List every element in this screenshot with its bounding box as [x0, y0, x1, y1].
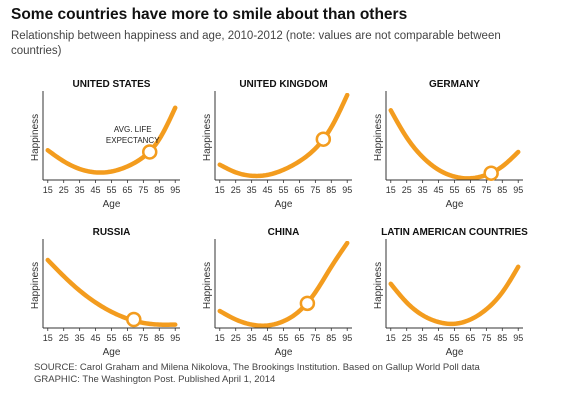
x-tick-label: 15 — [43, 333, 53, 343]
x-tick-label: 45 — [91, 333, 101, 343]
x-tick-label: 15 — [43, 185, 53, 195]
x-tick-label: 95 — [170, 185, 180, 195]
annotation-text: AVG. LIFE — [114, 125, 152, 134]
y-axis-label: Happiness — [202, 114, 213, 161]
y-axis-label: Happiness — [373, 114, 384, 161]
x-tick-label: 95 — [342, 333, 352, 343]
x-tick-label: 75 — [481, 333, 491, 343]
source-note: SOURCE: Carol Graham and Milena Nikolova… — [34, 362, 480, 386]
x-axis-label: Age — [103, 347, 121, 358]
x-tick-label: 65 — [122, 185, 132, 195]
x-tick-label: 55 — [278, 333, 288, 343]
x-tick-label: 15 — [215, 185, 225, 195]
chart-panel-5: CHINA Happiness 15 25 35 45 55 65 75 85 95 Age — [202, 227, 352, 358]
source-line-1: SOURCE: Carol Graham and Milena Nikolova… — [34, 362, 480, 373]
x-tick-label: 45 — [263, 185, 273, 195]
x-axis-label: Age — [446, 199, 464, 210]
x-tick-label: 25 — [231, 333, 241, 343]
x-tick-label: 65 — [465, 333, 475, 343]
x-tick-label: 25 — [402, 185, 412, 195]
x-tick-label: 55 — [449, 333, 459, 343]
x-tick-label: 85 — [497, 185, 507, 195]
x-tick-label: 65 — [122, 333, 132, 343]
panel-title: CHINA — [268, 227, 300, 238]
chart-panel-6: LATIN AMERICAN COUNTRIES Happiness 15 25 35 4… — [373, 227, 528, 358]
chart-panel-2: UNITED KINGDOM Happiness 15 25 35 45 55 65 75 85 9… — [202, 79, 352, 210]
happiness-curve — [45, 257, 178, 327]
x-tick-label: 55 — [106, 185, 116, 195]
x-tick-label: 65 — [465, 185, 475, 195]
chart-panel-4: RUSSIA Happiness 15 25 35 45 55 65 75 85 95 Age — [30, 227, 180, 358]
x-tick-label: 75 — [138, 185, 148, 195]
x-tick-label: 35 — [418, 185, 428, 195]
x-tick-label: 75 — [310, 333, 320, 343]
life-expectancy-marker — [315, 131, 332, 147]
x-tick-label: 95 — [513, 185, 523, 195]
x-axis-label: Age — [275, 199, 293, 210]
page-title: Some countries have more to smile about … — [11, 6, 408, 23]
x-axis-label: Age — [275, 347, 293, 358]
x-tick-label: 85 — [154, 185, 164, 195]
panel-title: GERMANY — [429, 79, 480, 90]
y-axis-label: Happiness — [373, 262, 384, 309]
life-expectancy-marker — [483, 165, 499, 181]
x-tick-label: 35 — [418, 333, 428, 343]
x-tick-label: 15 — [386, 333, 396, 343]
x-tick-label: 45 — [434, 185, 444, 195]
x-tick-label: 25 — [402, 333, 412, 343]
chart-panel-3: GERMANY Happiness 15 25 35 45 55 65 75 85 95 Age — [373, 79, 523, 210]
x-tick-label: 65 — [294, 185, 304, 195]
happiness-curve — [388, 264, 521, 327]
x-tick-label: 85 — [326, 185, 336, 195]
x-tick-label: 85 — [326, 333, 336, 343]
x-tick-label: 25 — [231, 185, 241, 195]
x-tick-label: 45 — [434, 333, 444, 343]
x-tick-label: 75 — [481, 185, 491, 195]
x-tick-label: 35 — [247, 185, 257, 195]
x-tick-label: 25 — [59, 333, 69, 343]
page-subtitle: Relationship between happiness and age, … — [11, 30, 501, 57]
x-tick-label: 25 — [59, 185, 69, 195]
y-axis-label: Happiness — [30, 114, 41, 161]
panel-title: RUSSIA — [93, 227, 131, 238]
life-expectancy-marker — [299, 295, 316, 312]
x-tick-label: 95 — [513, 333, 523, 343]
x-tick-label: 75 — [138, 333, 148, 343]
life-expectancy-marker — [141, 144, 158, 160]
x-tick-label: 15 — [215, 333, 225, 343]
panel-title: UNITED STATES — [73, 79, 151, 90]
life-expectancy-marker — [126, 311, 142, 328]
x-tick-label: 35 — [247, 333, 257, 343]
annotation-text: EXPECTANCY — [106, 136, 160, 145]
x-tick-label: 95 — [342, 185, 352, 195]
x-tick-label: 35 — [75, 185, 85, 195]
x-tick-label: 85 — [497, 333, 507, 343]
x-tick-label: 35 — [75, 333, 85, 343]
panel-title: LATIN AMERICAN COUNTRIES — [381, 227, 528, 238]
x-tick-label: 55 — [278, 185, 288, 195]
happiness-curve — [217, 241, 350, 328]
x-tick-label: 75 — [310, 185, 320, 195]
chart-panel-1: UNITED STATES Happiness 15 25 35 45 55 65 75 85 95… — [30, 79, 180, 210]
x-tick-label: 45 — [91, 185, 101, 195]
happiness-curve — [388, 108, 521, 180]
x-tick-label: 85 — [154, 333, 164, 343]
y-axis-label: Happiness — [202, 262, 213, 309]
x-axis-label: Age — [103, 199, 121, 210]
x-tick-label: 65 — [294, 333, 304, 343]
x-tick-label: 95 — [170, 333, 180, 343]
x-tick-label: 55 — [106, 333, 116, 343]
x-tick-label: 55 — [449, 185, 459, 195]
x-axis-label: Age — [446, 347, 464, 358]
x-tick-label: 45 — [263, 333, 273, 343]
y-axis-label: Happiness — [30, 262, 41, 309]
source-line-2: GRAPHIC: The Washington Post. Published … — [34, 374, 276, 385]
x-tick-label: 15 — [386, 185, 396, 195]
panel-title: UNITED KINGDOM — [239, 79, 327, 90]
